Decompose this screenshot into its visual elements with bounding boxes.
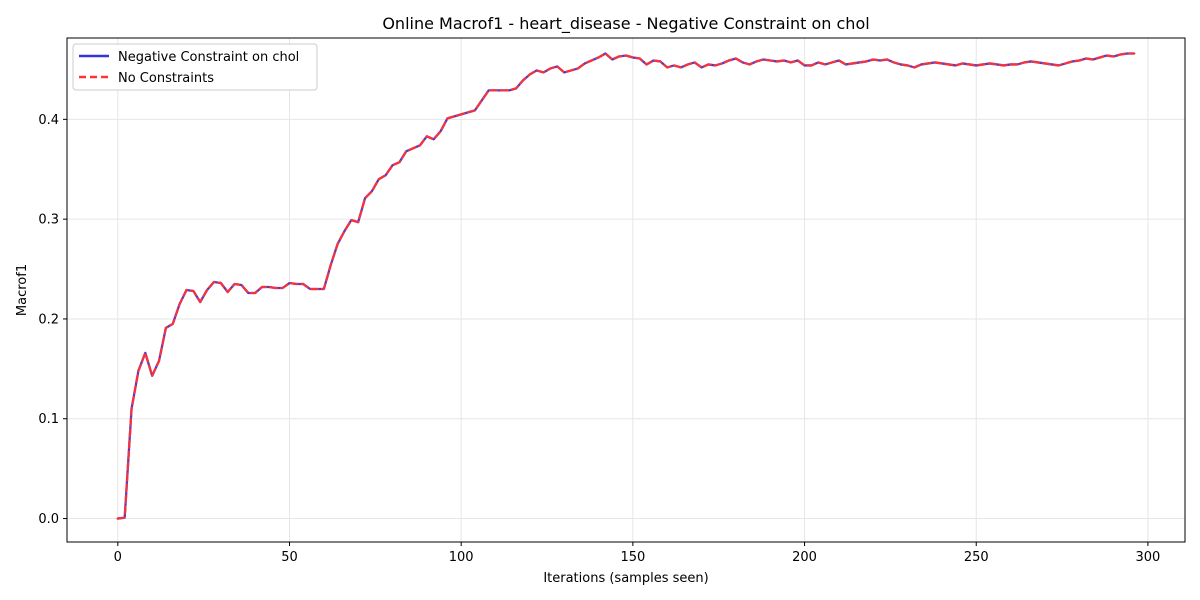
x-tick-label: 300 bbox=[1136, 550, 1161, 565]
x-tick-label: 100 bbox=[449, 550, 474, 565]
chart-title: Online Macrof1 - heart_disease - Negativ… bbox=[382, 14, 869, 34]
y-axis-label: Macrof1 bbox=[15, 264, 30, 316]
x-axis-label: Iterations (samples seen) bbox=[543, 571, 708, 586]
x-tick-label: 0 bbox=[114, 550, 122, 565]
legend-box bbox=[72, 43, 318, 91]
x-tick-label: 200 bbox=[792, 550, 817, 565]
grid bbox=[67, 38, 1185, 542]
plot-frame bbox=[66, 37, 1186, 543]
x-tick-label: 250 bbox=[964, 550, 989, 565]
x-tick-label: 50 bbox=[281, 550, 298, 565]
y-tick-label: 0.4 bbox=[38, 113, 59, 128]
y-tick-label: 0.0 bbox=[38, 512, 59, 527]
legend-label-no-constraints: No Constraints bbox=[118, 71, 214, 86]
plot-lines bbox=[116, 52, 1136, 520]
legend-label-negative-constraint: Negative Constraint on chol bbox=[118, 50, 299, 65]
axis-ticks: 0 50 100 150 200 250 300 0.0 0.1 0.2 0.3 0.4 bbox=[38, 113, 1160, 565]
series-line-no-constraints bbox=[116, 52, 1136, 520]
y-tick-label: 0.1 bbox=[38, 412, 59, 427]
x-tick-label: 150 bbox=[620, 550, 645, 565]
y-tick-label: 0.2 bbox=[38, 312, 59, 327]
legend: Negative Constraint on chol No Constrain… bbox=[72, 43, 318, 91]
y-tick-label: 0.3 bbox=[38, 213, 59, 228]
